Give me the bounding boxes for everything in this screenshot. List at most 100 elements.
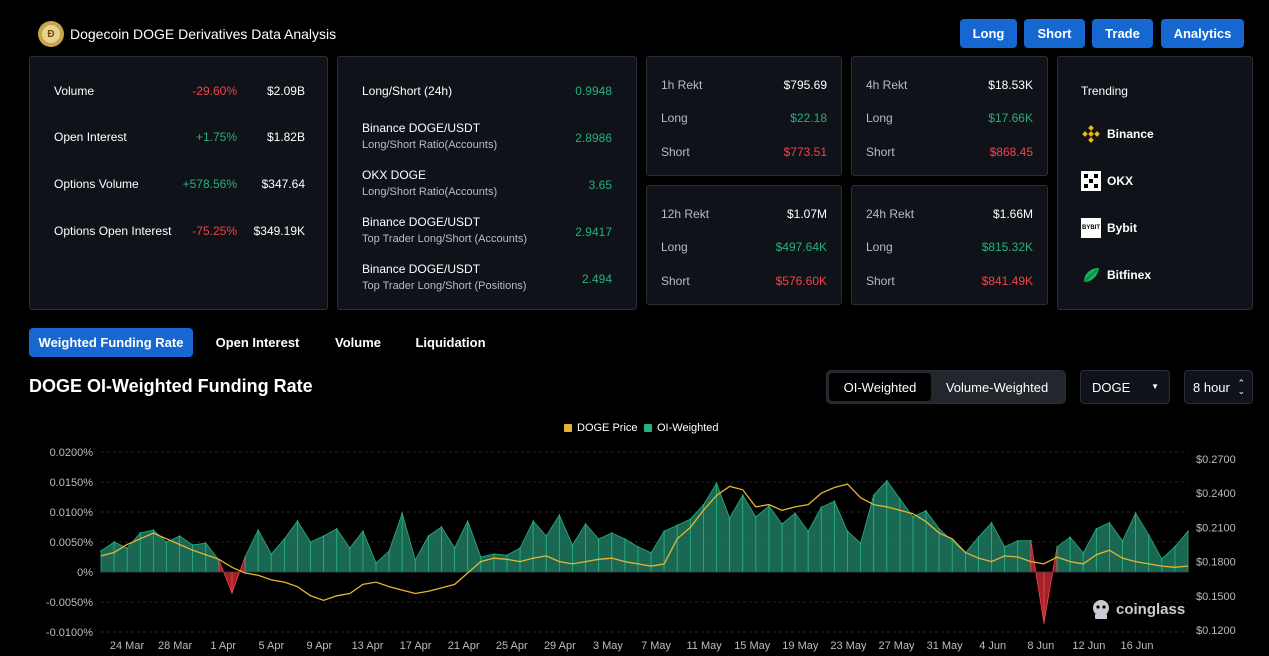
funding-rate-point[interactable]	[1030, 540, 1032, 542]
funding-rate-point[interactable]	[912, 516, 914, 518]
funding-rate-point[interactable]	[846, 530, 849, 532]
funding-rate-point[interactable]	[309, 541, 312, 543]
trade-button[interactable]: Trade	[1092, 19, 1153, 48]
funding-rate-point[interactable]	[807, 530, 810, 532]
funding-rate-point[interactable]	[768, 505, 770, 507]
funding-rate-point[interactable]	[702, 504, 705, 506]
funding-rate-point[interactable]	[938, 528, 940, 530]
funding-rate-point[interactable]	[1161, 558, 1163, 560]
tab-volume[interactable]: Volume	[335, 335, 381, 350]
funding-rate-point[interactable]	[401, 512, 404, 514]
tab-open-interest[interactable]: Open Interest	[215, 335, 300, 350]
funding-rate-point[interactable]	[650, 552, 652, 554]
interval-select[interactable]: 8 hour ⌃ ⌄	[1184, 370, 1253, 404]
funding-rate-point[interactable]	[1082, 552, 1085, 554]
funding-rate-point[interactable]	[584, 523, 587, 525]
funding-rate-point[interactable]	[283, 538, 286, 540]
funding-rate-point[interactable]	[414, 559, 417, 561]
funding-rate-point[interactable]	[1095, 528, 1098, 530]
funding-rate-point[interactable]	[152, 529, 155, 531]
funding-rate-point[interactable]	[755, 516, 757, 518]
funding-rate-point[interactable]	[427, 535, 430, 537]
funding-rate-point[interactable]	[925, 510, 927, 512]
funding-rate-point[interactable]	[715, 482, 718, 484]
funding-rate-point[interactable]	[113, 541, 115, 543]
volume-weighted-option[interactable]: Volume-Weighted	[945, 379, 1049, 395]
funding-rate-point[interactable]	[335, 528, 338, 530]
funding-rate-point[interactable]	[872, 494, 875, 496]
funding-rate-point[interactable]	[899, 498, 901, 500]
funding-rate-point[interactable]	[741, 494, 744, 496]
funding-rate-point[interactable]	[820, 506, 823, 508]
funding-rate-point[interactable]	[1108, 522, 1111, 524]
funding-rate-point[interactable]	[139, 532, 142, 534]
funding-rate-point[interactable]	[1003, 546, 1006, 548]
funding-rate-point[interactable]	[453, 547, 456, 549]
funding-rate-point[interactable]	[951, 540, 954, 542]
funding-rate-point[interactable]	[781, 523, 783, 525]
short-button[interactable]: Short	[1024, 19, 1085, 48]
funding-rate-point[interactable]	[296, 520, 299, 522]
analytics-button[interactable]: Analytics	[1161, 19, 1244, 48]
funding-rate-point[interactable]	[990, 522, 993, 524]
funding-rate-point[interactable]	[571, 544, 574, 546]
funding-rate-point[interactable]	[1056, 546, 1058, 548]
funding-rate-point[interactable]	[466, 520, 469, 522]
funding-rate-point[interactable]	[1174, 546, 1176, 548]
funding-rate-point[interactable]	[624, 538, 626, 540]
funding-rate-point[interactable]	[388, 550, 390, 552]
funding-rate-point[interactable]	[794, 512, 796, 514]
tab-weighted-funding-rate[interactable]: Weighted Funding Rate	[29, 328, 193, 357]
funding-rate-point[interactable]	[506, 554, 508, 556]
funding-rate-point[interactable]	[1016, 540, 1019, 542]
funding-rate-point[interactable]	[519, 547, 521, 549]
funding-rate-point[interactable]	[178, 535, 181, 537]
legend-price-label[interactable]: DOGE Price	[577, 422, 638, 434]
funding-rate-point[interactable]	[270, 553, 273, 555]
funding-rate-point[interactable]	[349, 547, 351, 549]
funding-rate-point[interactable]	[1147, 534, 1150, 536]
funding-rate-point[interactable]	[100, 550, 102, 552]
funding-rate-point[interactable]	[375, 562, 377, 564]
funding-rate-point[interactable]	[610, 532, 613, 534]
legend-oi-label[interactable]: OI-Weighted	[657, 422, 719, 434]
funding-rate-point[interactable]	[859, 542, 862, 544]
funding-rate-point[interactable]	[440, 526, 443, 528]
oi-weighted-option[interactable]: OI-Weighted	[829, 373, 931, 401]
tab-liquidation[interactable]: Liquidation	[415, 335, 486, 350]
doge-price-line[interactable]	[100, 483, 1189, 602]
funding-rate-point[interactable]	[977, 536, 980, 538]
funding-rate-point[interactable]	[728, 517, 731, 519]
funding-rate-point[interactable]	[231, 592, 233, 594]
funding-rate-point[interactable]	[165, 541, 168, 543]
coin-select[interactable]: DOGE ▼	[1080, 370, 1170, 404]
funding-rate-point[interactable]	[322, 535, 325, 537]
funding-rate-point[interactable]	[1134, 512, 1137, 514]
funding-rate-point[interactable]	[1069, 536, 1071, 538]
trending-item-bitfinex[interactable]: Bitfinex	[1081, 265, 1151, 285]
trending-item-binance[interactable]: Binance	[1081, 124, 1154, 144]
trending-item-bybit[interactable]: BYBIT Bybit	[1081, 218, 1137, 238]
funding-rate-point[interactable]	[597, 538, 600, 540]
trending-item-okx[interactable]: OKX	[1081, 171, 1133, 191]
funding-rate-point[interactable]	[1043, 622, 1045, 624]
funding-rate-point[interactable]	[204, 542, 207, 544]
funding-rate-point[interactable]	[257, 529, 259, 531]
funding-rate-point[interactable]	[1121, 540, 1124, 542]
funding-rate-point[interactable]	[479, 556, 482, 558]
funding-rate-point[interactable]	[637, 546, 639, 548]
funding-rate-point[interactable]	[558, 514, 561, 516]
funding-rate-point[interactable]	[362, 530, 364, 532]
funding-rate-point[interactable]	[676, 524, 679, 526]
funding-rate-point[interactable]	[191, 544, 194, 546]
funding-rate-point[interactable]	[545, 535, 548, 537]
funding-rate-point[interactable]	[493, 553, 495, 555]
funding-rate-point[interactable]	[885, 480, 888, 482]
long-button[interactable]: Long	[960, 19, 1017, 48]
funding-rate-point[interactable]	[663, 530, 665, 532]
funding-rate-point[interactable]	[532, 520, 534, 522]
funding-rate-chart[interactable]: DOGE Price OI-Weighted 0.0200% 0.0150% 0.0…	[0, 414, 1269, 656]
funding-rate-point[interactable]	[244, 556, 246, 558]
funding-rate-point[interactable]	[1187, 530, 1189, 532]
funding-rate-point[interactable]	[126, 547, 128, 549]
